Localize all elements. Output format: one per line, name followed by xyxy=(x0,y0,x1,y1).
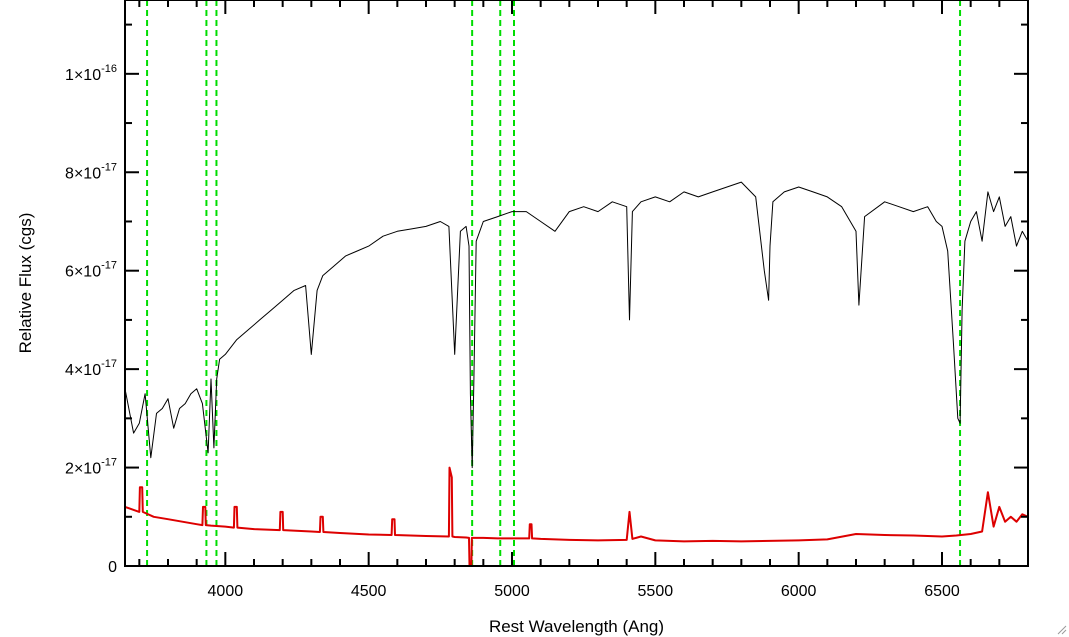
x-tick-label: 6000 xyxy=(781,583,817,600)
y-tick-label: 2×10-17 xyxy=(65,457,117,478)
y-tick-label: 0 xyxy=(108,559,117,576)
x-tick-label: 4000 xyxy=(208,583,244,600)
x-tick-label: 4500 xyxy=(351,583,387,600)
y-axis: 0 2×10-17 4×10-17 6×10-17 8×10-17 1×10-16 xyxy=(65,23,1028,576)
y-tick-label: 1×10-16 xyxy=(65,63,117,84)
resize-grip-icon[interactable] xyxy=(1055,623,1067,635)
x-axis-label: Rest Wavelength (Ang) xyxy=(489,617,664,636)
x-tick-label: 5500 xyxy=(638,583,674,600)
y-tick-label: 8×10-17 xyxy=(65,161,117,182)
y-tick-label: 4×10-17 xyxy=(65,358,117,379)
y-tick-label: 6×10-17 xyxy=(65,260,117,281)
series-line-0 xyxy=(125,181,1028,469)
emission-line-markers xyxy=(146,0,962,566)
series-line-1 xyxy=(125,466,1028,566)
plot-frame xyxy=(124,0,1029,567)
x-axis: 4000 4500 5000 5500 6000 6500 xyxy=(138,0,1029,600)
x-tick-label: 6500 xyxy=(924,583,960,600)
x-tick-label: 5000 xyxy=(494,583,530,600)
y-axis-label: Relative Flux (cgs) xyxy=(16,213,35,354)
spectrum-series xyxy=(125,181,1028,566)
